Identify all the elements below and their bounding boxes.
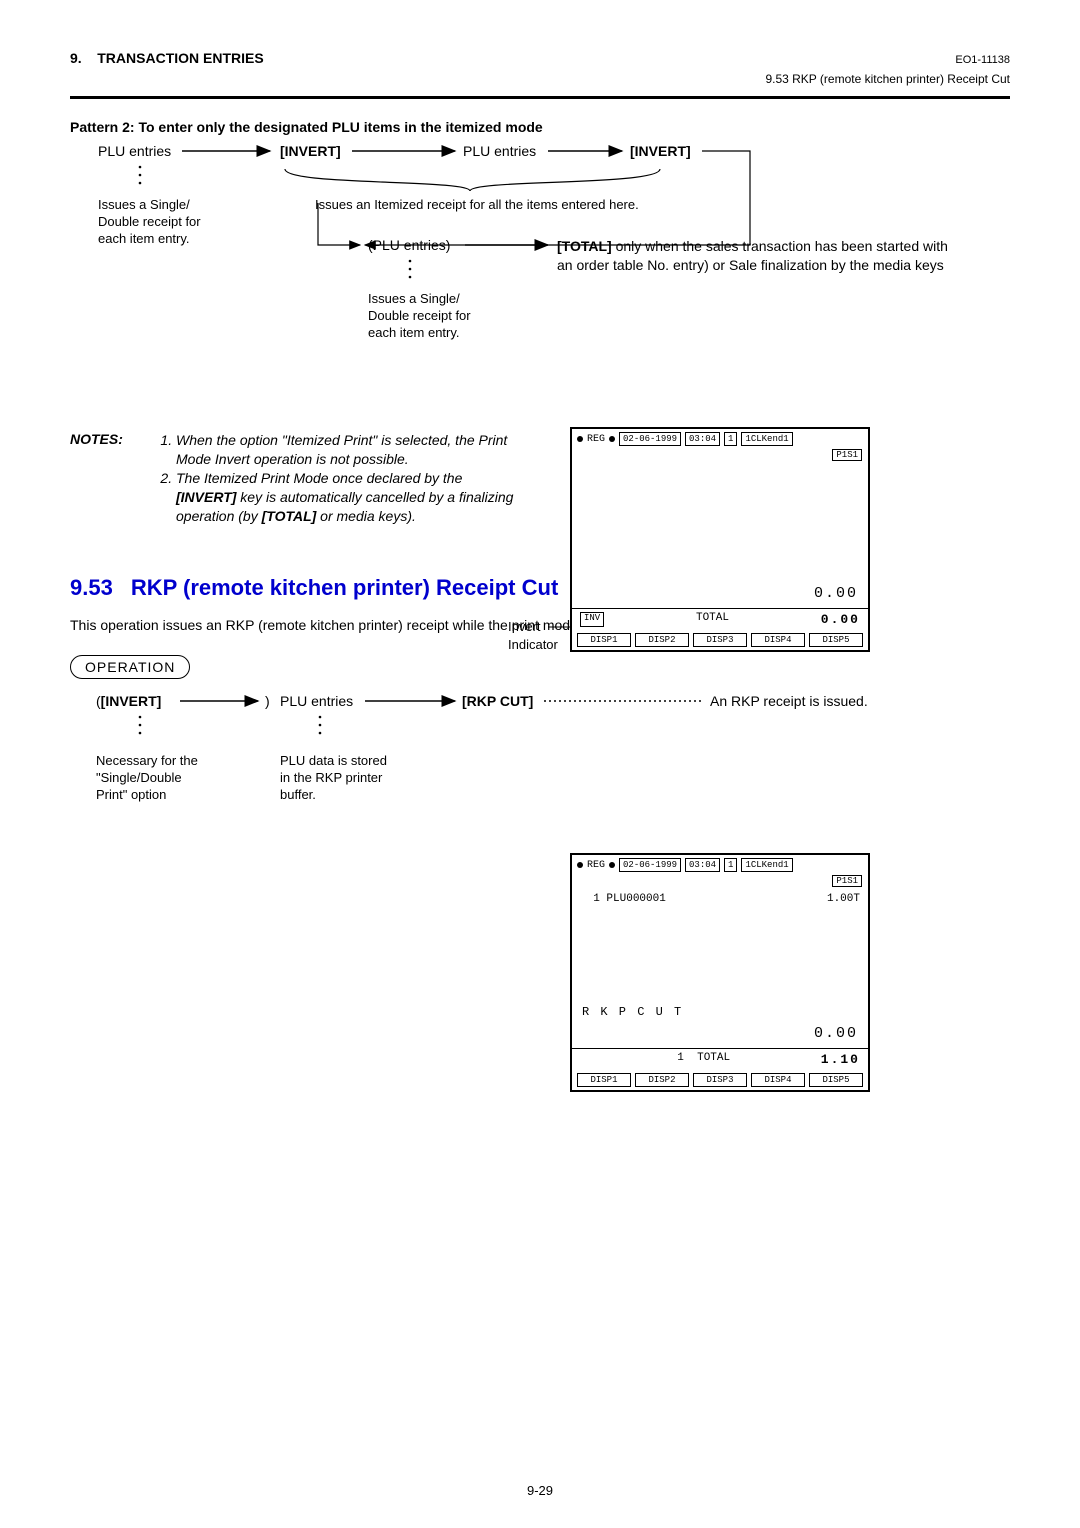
lcd1-dot	[577, 436, 583, 442]
section-title: TRANSACTION ENTRIES	[97, 50, 263, 66]
invert-label-1: Invert	[508, 619, 541, 634]
lcd2-time: 03:04	[685, 858, 720, 872]
lcd1-disp1: DISP1	[577, 633, 631, 647]
lcd1-dot2	[609, 436, 615, 442]
lcd2-wrapper: REG 02-06-1999 03:04 1 1CLKend1 P1S1 1 P…	[70, 853, 1010, 1113]
header-rule	[70, 96, 1010, 99]
operation-badge: OPERATION	[70, 655, 190, 679]
notes-label: NOTES:	[70, 431, 140, 525]
notes-item2-post: or media keys).	[316, 508, 416, 524]
lcd2-big: 0.00	[572, 1019, 868, 1048]
lcd1-total-lbl: TOTAL	[696, 612, 729, 627]
lcd1-status: INV TOTAL 0.00	[572, 608, 868, 630]
lcd2-total-lbl: TOTAL	[697, 1052, 730, 1064]
page-footer: 9-29	[0, 1483, 1080, 1498]
lcd2-date: 02-06-1999	[619, 858, 681, 872]
lcd2-rkp: R K P C U T	[572, 1005, 868, 1019]
notes-item2: The Itemized Print Mode once declared by…	[176, 469, 518, 526]
lcd2-dot	[577, 862, 583, 868]
lcd1-num: 1	[724, 432, 737, 446]
notes-body: When the option "Itemized Print" is sele…	[158, 431, 518, 525]
section-953-num: 9.53	[70, 575, 113, 601]
lcd2-status: X 1 TOTAL 1.10	[572, 1048, 868, 1070]
notes-item2-inv: [INVERT]	[176, 489, 236, 505]
lcd1-date: 02-06-1999	[619, 432, 681, 446]
notes-item1: When the option "Itemized Print" is sele…	[176, 431, 518, 469]
lcd1-disp4: DISP4	[751, 633, 805, 647]
doc-id: EO1-11138	[955, 54, 1010, 66]
lcd1-disp5: DISP5	[809, 633, 863, 647]
lcd2-disp-row: DISP1 DISP2 DISP3 DISP4 DISP5	[572, 1070, 868, 1090]
lcd1-time: 03:04	[685, 432, 720, 446]
lcd2-p1s1: P1S1	[832, 875, 862, 887]
lcd2-mode: REG	[587, 860, 605, 871]
header-subsection: 9.53 RKP (remote kitchen printer) Receip…	[70, 72, 1010, 86]
lcd2-line-qty: 1	[593, 893, 600, 905]
lcd2-disp2: DISP2	[635, 1073, 689, 1087]
lcd2-line-name: PLU000001	[606, 893, 665, 905]
flow-arrows-svg	[70, 141, 970, 411]
header-section: 9. TRANSACTION ENTRIES	[70, 50, 264, 66]
pattern2-title: Pattern 2: To enter only the designated …	[70, 119, 1010, 135]
notes-item2-pre: The Itemized Print Mode once declared by…	[176, 470, 462, 486]
notes-item2-tot: [TOTAL]	[262, 508, 317, 524]
lcd2-line-price: 1.00T	[827, 893, 860, 905]
operation-flow: ([INVERT] ) PLU entries [RKP CUT] An RKP…	[70, 693, 1010, 853]
lcd-display-2: REG 02-06-1999 03:04 1 1CLKend1 P1S1 1 P…	[570, 853, 870, 1092]
lcd1-body	[572, 449, 868, 579]
lcd2-disp4: DISP4	[751, 1073, 805, 1087]
lcd1-big: 0.00	[572, 579, 868, 608]
lcd2-dot2	[609, 862, 615, 868]
invert-indicator-line	[548, 621, 578, 641]
lcd1-disp-row: DISP1 DISP2 DISP3 DISP4 DISP5	[572, 630, 868, 650]
lcd1-p1s1: P1S1	[832, 449, 862, 461]
lcd2-status-qty: 1	[677, 1052, 684, 1064]
lcd2-num: 1	[724, 858, 737, 872]
lcd2-disp3: DISP3	[693, 1073, 747, 1087]
lcd2-disp5: DISP5	[809, 1073, 863, 1087]
notes-and-lcd1: NOTES: When the option "Itemized Print" …	[70, 431, 1010, 525]
page-header: 9. TRANSACTION ENTRIES EO1-11138	[70, 50, 1010, 66]
lcd1-mode: REG	[587, 434, 605, 445]
lcd1-clk: 1CLKend1	[741, 432, 792, 446]
lcd2-top: REG 02-06-1999 03:04 1 1CLKend1	[572, 855, 868, 875]
section-no: 9.	[70, 50, 82, 66]
lcd-display-1: REG 02-06-1999 03:04 1 1CLKend1 P1S1 0.0…	[570, 427, 870, 652]
lcd1-inv: INV	[580, 612, 604, 627]
lcd1-total-val: 0.00	[821, 612, 860, 627]
lcd1-disp3: DISP3	[693, 633, 747, 647]
lcd1-disp2: DISP2	[635, 633, 689, 647]
op-arrows-svg	[70, 693, 970, 833]
pattern2-flow: PLU entries [INVERT] PLU entries [INVERT…	[70, 141, 1010, 421]
lcd2-disp1: DISP1	[577, 1073, 631, 1087]
section-953-text: RKP (remote kitchen printer) Receipt Cut	[131, 575, 558, 601]
lcd2-total-val: 1.10	[821, 1052, 860, 1067]
lcd2-clk: 1CLKend1	[741, 858, 792, 872]
lcd2-body: 1 PLU000001 1.00T	[572, 875, 868, 1005]
lcd1-top: REG 02-06-1999 03:04 1 1CLKend1	[572, 429, 868, 449]
